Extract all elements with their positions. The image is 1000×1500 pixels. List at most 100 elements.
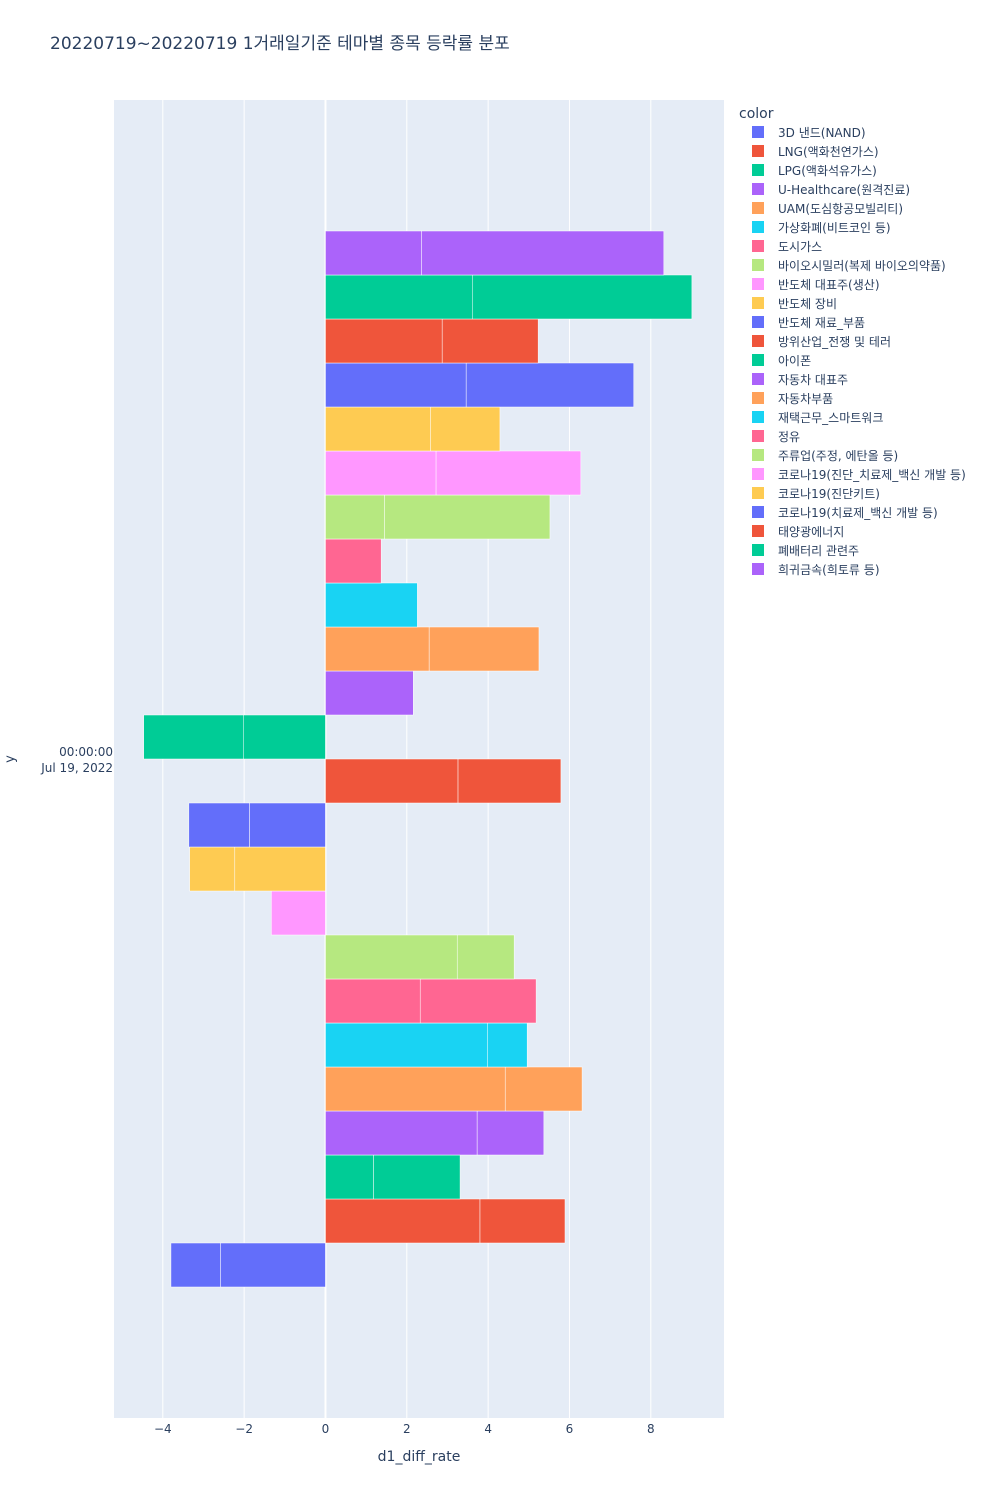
- bar-segment[interactable]: [504, 1066, 583, 1112]
- legend-item[interactable]: 코로나19(치료제_백신 개발 등): [752, 506, 938, 520]
- bar-segment[interactable]: [435, 450, 582, 496]
- bar-segment[interactable]: [325, 318, 443, 364]
- bar-segment[interactable]: [325, 978, 421, 1024]
- legend: 3D 낸드(NAND) LNG(액화천연가스) LPG(액화석유가스) U-Healt…: [752, 126, 966, 577]
- legend-item[interactable]: 반도체 대표주(생산): [752, 278, 880, 292]
- bar-segment[interactable]: [325, 758, 459, 804]
- bar-segment[interactable]: [465, 362, 634, 408]
- legend-item[interactable]: 가상화폐(비트코인 등): [752, 221, 891, 235]
- legend-item[interactable]: 폐배터리 관련주: [752, 544, 859, 558]
- x-tick-label: −2: [235, 1422, 253, 1436]
- legend-item[interactable]: 도시가스: [752, 240, 822, 254]
- bar-segment[interactable]: [170, 1242, 221, 1288]
- x-tick-label: 2: [403, 1422, 411, 1436]
- legend-swatch: [752, 240, 764, 252]
- x-tick-label: 0: [322, 1422, 330, 1436]
- legend-label: 가상화폐(비트코인 등): [778, 221, 891, 235]
- bar-segment[interactable]: [249, 802, 326, 848]
- bar-segment[interactable]: [271, 890, 326, 936]
- bar-segment[interactable]: [325, 582, 418, 628]
- bar-segment[interactable]: [421, 230, 665, 276]
- bar-segment[interactable]: [325, 1066, 506, 1112]
- legend-item[interactable]: LNG(액화천연가스): [752, 144, 879, 159]
- legend-item[interactable]: 태양광에너지: [752, 525, 844, 539]
- legend-item[interactable]: 아이폰: [752, 354, 811, 368]
- bar-segment[interactable]: [325, 1110, 478, 1156]
- legend-item[interactable]: 방위산업_전쟁 및 테러: [752, 335, 891, 349]
- bar-segment[interactable]: [234, 846, 326, 892]
- bar-segment[interactable]: [487, 1022, 528, 1068]
- legend-label: 재택근무_스마트워크: [778, 411, 883, 425]
- legend-swatch: [752, 544, 764, 556]
- legend-label: 방위산업_전쟁 및 테러: [778, 335, 891, 349]
- bar-segment[interactable]: [457, 758, 562, 804]
- x-axis-title: d1_diff_rate: [378, 1449, 461, 1465]
- bar-segment[interactable]: [325, 450, 437, 496]
- legend-item[interactable]: 자동차부품: [752, 392, 833, 406]
- bar-segment[interactable]: [479, 1198, 566, 1244]
- legend-item[interactable]: 희귀금속(희토류 등): [752, 563, 880, 577]
- legend-item[interactable]: 반도체 재료_부품: [752, 316, 865, 330]
- bar-segment[interactable]: [325, 362, 467, 408]
- legend-item[interactable]: 코로나19(진단키트): [752, 487, 880, 501]
- legend-label: U-Healthcare(원격진료): [778, 183, 910, 197]
- legend-item[interactable]: LPG(액화석유가스): [752, 164, 877, 178]
- bar-segment[interactable]: [325, 538, 382, 584]
- legend-item[interactable]: 재택근무_스마트워크: [752, 411, 883, 425]
- bar-segment[interactable]: [325, 230, 422, 276]
- bar-segment[interactable]: [325, 274, 473, 320]
- legend-label: 코로나19(치료제_백신 개발 등): [778, 506, 938, 520]
- bar-segment[interactable]: [384, 494, 551, 540]
- bar-segment[interactable]: [428, 626, 540, 672]
- legend-label: 자동차부품: [778, 392, 833, 406]
- legend-item[interactable]: UAM(도심항공모빌리티): [752, 202, 903, 216]
- bar-segment[interactable]: [419, 978, 537, 1024]
- legend-item[interactable]: U-Healthcare(원격진료): [752, 183, 910, 197]
- bar-segment[interactable]: [325, 1022, 488, 1068]
- legend-swatch: [752, 164, 764, 176]
- bar-segment[interactable]: [476, 1110, 545, 1156]
- legend-swatch: [752, 373, 764, 385]
- bar-segment[interactable]: [325, 1154, 374, 1200]
- bar-segment[interactable]: [325, 670, 414, 716]
- legend-swatch: [752, 449, 764, 461]
- legend-label: 희귀금속(희토류 등): [778, 563, 880, 577]
- bar-segment[interactable]: [472, 274, 693, 320]
- legend-label: UAM(도심항공모빌리티): [778, 202, 903, 216]
- bar-segment[interactable]: [373, 1154, 461, 1200]
- legend-label: 반도체 장비: [778, 297, 837, 311]
- legend-item[interactable]: 바이오시밀러(복제 바이오의약품): [752, 258, 946, 273]
- legend-label: 반도체 재료_부품: [778, 316, 865, 330]
- legend-title: color: [739, 106, 774, 122]
- legend-item[interactable]: 주류업(주정, 에탄올 등): [752, 449, 898, 463]
- bar-segment[interactable]: [220, 1242, 326, 1288]
- legend-item[interactable]: 정유: [752, 430, 800, 444]
- y-tick-label-date: Jul 19, 2022: [40, 761, 113, 775]
- bar-segment[interactable]: [441, 318, 539, 364]
- bar-segment[interactable]: [188, 802, 250, 848]
- bar-segment[interactable]: [325, 494, 385, 540]
- legend-label: 주류업(주정, 에탄올 등): [778, 449, 898, 463]
- legend-item[interactable]: 자동차 대표주: [752, 373, 848, 387]
- x-tick-label: 4: [484, 1422, 492, 1436]
- bar-segment[interactable]: [430, 406, 501, 452]
- legend-item[interactable]: 3D 낸드(NAND): [752, 126, 866, 140]
- bar-segment[interactable]: [325, 406, 431, 452]
- bar-segment[interactable]: [325, 934, 458, 980]
- bar-segment[interactable]: [243, 714, 326, 760]
- bar-segment[interactable]: [325, 1198, 481, 1244]
- legend-swatch: [752, 392, 764, 404]
- legend-item[interactable]: 반도체 장비: [752, 297, 837, 311]
- bar-segment[interactable]: [325, 626, 430, 672]
- bar-segment[interactable]: [456, 934, 515, 980]
- legend-swatch: [752, 259, 764, 271]
- x-tick-label: 8: [647, 1422, 655, 1436]
- y-axis-title: y: [3, 755, 18, 763]
- bar-segment[interactable]: [189, 846, 236, 892]
- legend-swatch: [752, 335, 764, 347]
- legend-item[interactable]: 코로나19(진단_치료제_백신 개발 등): [752, 468, 966, 482]
- bar-segment[interactable]: [143, 714, 244, 760]
- legend-label: 태양광에너지: [778, 525, 844, 539]
- legend-label: 코로나19(진단_치료제_백신 개발 등): [778, 468, 966, 482]
